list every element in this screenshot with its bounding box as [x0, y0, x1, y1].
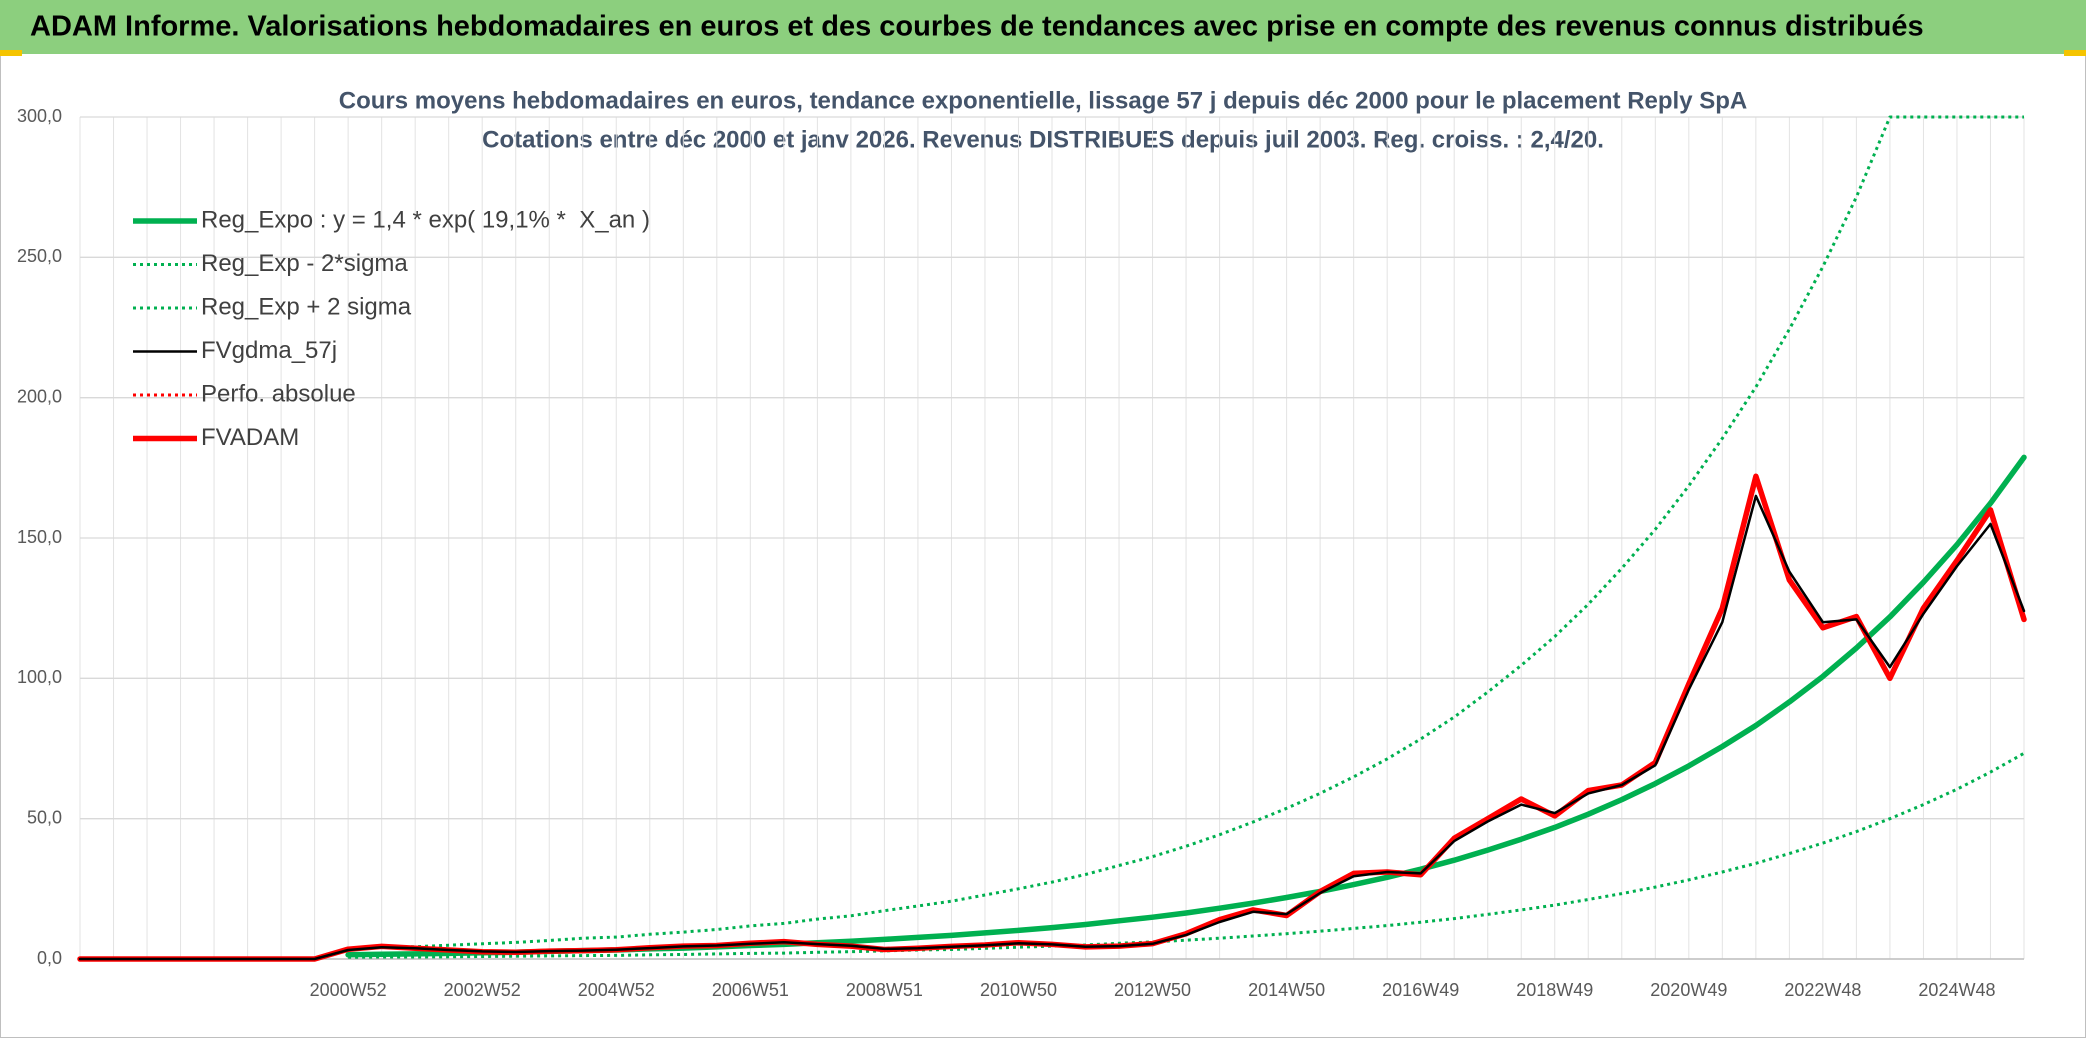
x-tick-label: 2016W49	[1382, 980, 1459, 1000]
x-tick-label: 2000W52	[310, 980, 387, 1000]
chart-subtitle: Cotations entre déc 2000 et janv 2026. R…	[482, 126, 1604, 153]
legend-label: Reg_Exp + 2 sigma	[201, 293, 412, 320]
y-tick-label: 0,0	[37, 948, 62, 968]
x-tick-label: 2006W51	[712, 980, 789, 1000]
legend-label: Reg_Expo : y = 1,4 * exp( 19,1% * X_an )	[201, 206, 650, 233]
x-tick-label: 2022W48	[1784, 980, 1861, 1000]
x-tick-label: 2018W49	[1516, 980, 1593, 1000]
chart-title: Cours moyens hebdomadaires en euros, ten…	[339, 87, 1747, 114]
header-bar	[0, 0, 2086, 54]
x-tick-label: 2004W52	[578, 980, 655, 1000]
y-tick-label: 50,0	[27, 807, 62, 827]
x-tick-label: 2010W50	[980, 980, 1057, 1000]
legend-label: FVgdma_57j	[201, 337, 337, 364]
legend-label: Reg_Exp - 2*sigma	[201, 250, 408, 277]
x-tick-label: 2008W51	[846, 980, 923, 1000]
x-tick-label: 2012W50	[1114, 980, 1191, 1000]
plot-lines	[77, 115, 2027, 962]
corner-mark	[2064, 50, 2086, 56]
series-line	[348, 751, 2025, 959]
legend-label: FVADAM	[201, 424, 299, 451]
legend: Reg_Expo : y = 1,4 * exp( 19,1% * X_an )…	[133, 206, 650, 451]
y-tick-label: 200,0	[17, 386, 62, 406]
y-tick-label: 300,0	[17, 106, 62, 126]
header-title: ADAM Informe. Valorisations hebdomadaire…	[30, 11, 1924, 43]
x-tick-label: 2014W50	[1248, 980, 1325, 1000]
series-line	[348, 115, 2024, 951]
y-tick-label: 150,0	[17, 527, 62, 547]
legend-label: Perfo. absolue	[201, 380, 356, 407]
y-tick-label: 250,0	[17, 246, 62, 266]
grid: 2000W52 2002W52 2004W52 2006W51 2008W51 2010W…	[17, 106, 2025, 1000]
y-tick-label: 100,0	[17, 667, 62, 687]
x-tick-label: 2024W48	[1918, 980, 1995, 1000]
series-line	[78, 494, 2026, 961]
x-tick-label: 2002W52	[444, 980, 521, 1000]
x-tick-label: 2020W49	[1650, 980, 1727, 1000]
corner-mark	[0, 50, 22, 56]
